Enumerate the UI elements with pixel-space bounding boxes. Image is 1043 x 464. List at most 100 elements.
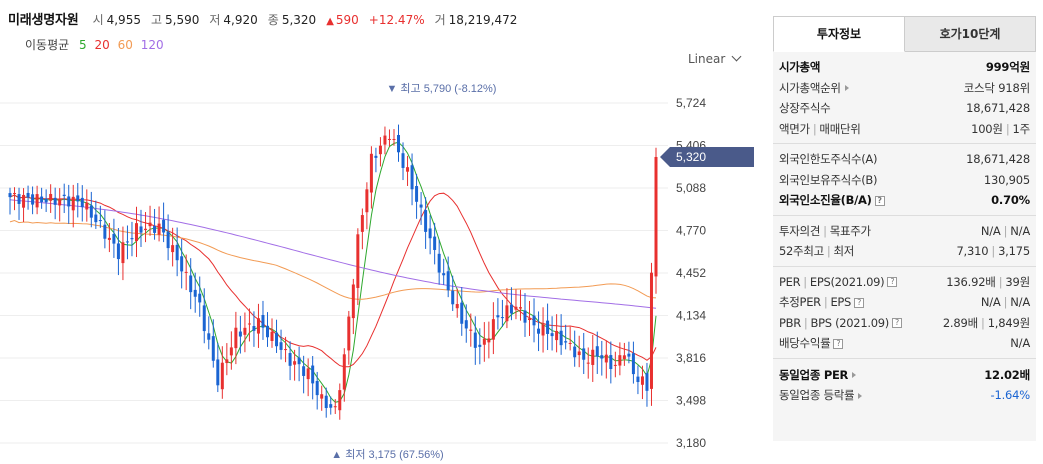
candle-body: [464, 320, 468, 329]
candle-body: [107, 237, 111, 240]
week52-high-label: 52주최고: [779, 244, 824, 259]
candle-body: [229, 347, 233, 356]
candle-body: [342, 354, 346, 390]
candle-body: [397, 135, 401, 153]
candle-body: [202, 305, 206, 332]
shares-row: 상장주식수 18,671,428: [779, 98, 1030, 119]
candle-body: [541, 324, 545, 336]
week52-row: 52주최고 | 최저 7,310 | 3,175: [779, 244, 1030, 259]
candle-body: [125, 241, 129, 243]
eps-label: EPS(2021.09): [809, 274, 885, 289]
est-per-label: 추정PER: [779, 295, 821, 310]
candle-body: [35, 194, 39, 208]
candle-body: [514, 306, 518, 310]
candle-body: [148, 222, 152, 227]
market-rank-row[interactable]: 시가총액순위 코스닥 918위: [779, 78, 1030, 99]
industry-per-row[interactable]: 동일업종 PER 12.02배: [779, 365, 1030, 386]
candle-body: [500, 317, 504, 319]
market-cap-label: 시가총액: [779, 60, 821, 75]
scale-dropdown[interactable]: Linear: [688, 51, 742, 66]
volume: 18,219,472: [448, 13, 518, 27]
candle-body: [207, 333, 211, 340]
week52-high-value: 7,310: [956, 244, 989, 259]
par-value: 100원: [971, 121, 1003, 136]
candle-body: [58, 198, 62, 206]
help-icon[interactable]: ?: [891, 318, 902, 329]
candle-body: [451, 290, 455, 305]
candle-body: [94, 214, 98, 223]
help-icon[interactable]: ?: [887, 277, 898, 288]
y-tick-label: 3,180: [676, 436, 706, 450]
shares-value: 18,671,428: [966, 101, 1030, 116]
candle-body: [315, 380, 319, 396]
industry-rate-row[interactable]: 동일업종 등락률 -1.64%: [779, 385, 1030, 406]
candle-body: [600, 355, 604, 359]
candle-body: [8, 193, 12, 198]
candle-body: [487, 338, 491, 343]
valuation-section: PER | EPS(2021.09)? 136.92배 | 39원 추정PER | EPS?…: [773, 267, 1036, 359]
candle-body: [378, 145, 382, 155]
candle-body: [627, 353, 631, 357]
foreign-limit-row: 외국인한도주식수(A) 18,671,428: [779, 149, 1030, 170]
opinion-row: 투자의견 | 목표주가 N/A | N/A: [779, 223, 1030, 238]
candle-body: [460, 302, 464, 324]
candle-body: [518, 307, 522, 309]
shares-label: 상장주식수: [779, 101, 831, 116]
trade-unit-value: 1주: [1012, 121, 1031, 136]
candle-body: [311, 365, 315, 384]
candle-body: [586, 362, 590, 364]
opinion-label: 투자의견: [779, 223, 821, 238]
candle-body: [582, 348, 586, 360]
volume-label: 거: [434, 13, 446, 27]
help-icon[interactable]: ?: [854, 297, 865, 308]
tab-investment-info[interactable]: 투자정보: [773, 16, 905, 52]
candle-body: [546, 320, 550, 334]
candle-body: [401, 153, 405, 168]
candle-body: [53, 197, 57, 205]
candlestick-chart[interactable]: 5,7245,4065,0884,7704,4524,1343,8163,498…: [0, 0, 770, 464]
industry-rate-label: 동일업종 등락률: [779, 388, 855, 403]
help-icon[interactable]: ?: [874, 195, 885, 206]
candle-body: [166, 231, 170, 249]
pbr-value: 2.89배: [942, 315, 978, 330]
candle-body: [356, 234, 360, 288]
help-icon[interactable]: ?: [833, 338, 844, 349]
candle-body: [595, 346, 599, 357]
y-tick-label: 4,770: [676, 224, 706, 238]
ma-20-line: [9, 192, 657, 368]
candle-body: [256, 318, 260, 334]
candles: [8, 124, 658, 420]
candle-body: [243, 327, 247, 335]
tab-orderbook-10[interactable]: 호가10단계: [905, 16, 1036, 52]
ma-120-line: [9, 199, 657, 309]
moving-average-legend[interactable]: 이동평균 5 20 60 120: [25, 36, 168, 53]
candle-body: [139, 226, 143, 233]
candle-body: [649, 272, 653, 389]
candle-body: [85, 202, 89, 210]
investment-info-panel: 투자정보 호가10단계 시가총액 999억원 시가총액순위 코스닥 918위 상…: [773, 16, 1036, 441]
candle-body: [44, 198, 48, 203]
candle-body: [559, 330, 563, 346]
max-price-label: ▼ 최고 5,790 (-8.12%): [386, 82, 496, 95]
candle-body: [180, 256, 184, 272]
bps-label: BPS (2021.09): [810, 315, 890, 330]
candle-body: [324, 395, 328, 409]
ma-60-label: 60: [117, 38, 133, 52]
candle-body: [71, 196, 75, 211]
dividend-label: 배당수익률: [779, 336, 831, 351]
candle-body: [252, 326, 256, 331]
foreign-hold-label: 외국인보유주식수(B): [779, 172, 878, 187]
candle-body: [62, 194, 66, 197]
candle-body: [22, 194, 26, 208]
candle-body: [410, 165, 414, 190]
candle-body: [17, 194, 21, 204]
candle-body: [153, 226, 157, 233]
candle-body: [284, 349, 288, 351]
market-cap-value: 999억원: [985, 60, 1030, 75]
candle-body: [577, 351, 581, 356]
candle-body: [555, 330, 559, 341]
candle-body: [270, 331, 274, 341]
candle-body: [604, 354, 608, 363]
y-tick-label: 5,088: [676, 181, 706, 195]
foreign-hold-row: 외국인보유주식수(B) 130,905: [779, 170, 1030, 191]
